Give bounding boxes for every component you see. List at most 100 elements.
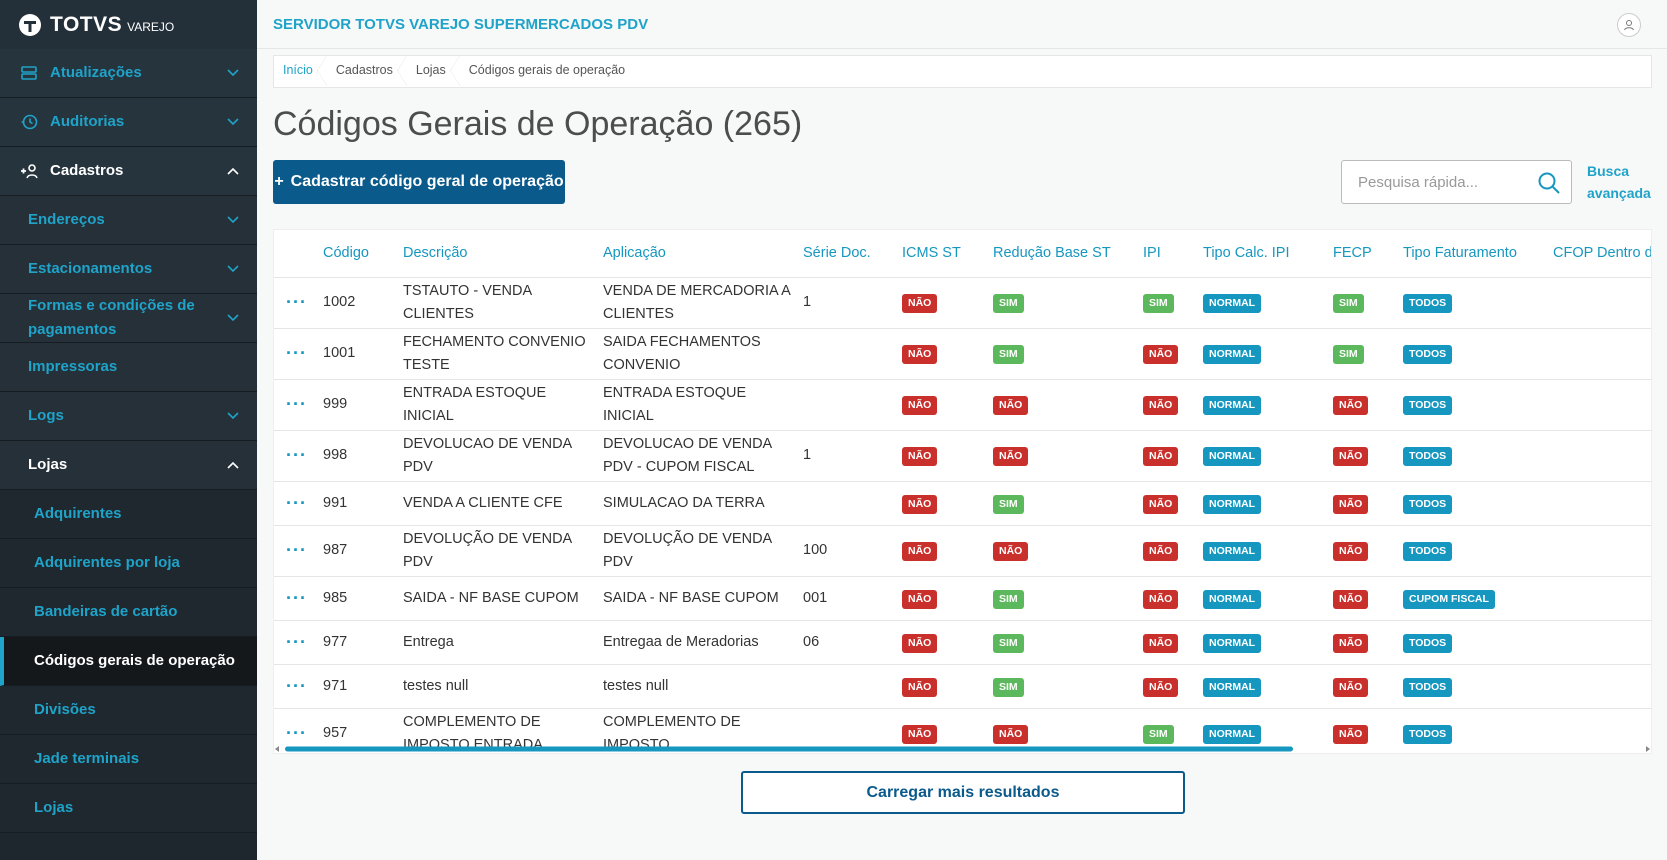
breadcrumb-item[interactable]: Cadastros xyxy=(327,55,407,88)
menu-item[interactable]: Endereços xyxy=(0,196,257,245)
table-cell xyxy=(1553,664,1651,709)
badge: NÃO xyxy=(902,589,938,609)
row-actions[interactable]: ··· xyxy=(274,379,323,431)
badge: NORMAL xyxy=(1203,494,1262,514)
menu-item[interactable]: Divisões xyxy=(0,686,257,735)
table-cell: 1001 xyxy=(323,328,403,380)
table-cell: NÃO xyxy=(902,525,993,577)
table-row: ··· 1002 TSTAUTO - VENDA CLIENTES VENDA DE … xyxy=(274,277,1651,329)
brand-name: TOTVS xyxy=(50,12,123,36)
menu-label: Lojas xyxy=(34,799,74,816)
table-cell: NÃO xyxy=(1333,525,1403,577)
table-cell: TODOS xyxy=(1403,481,1553,526)
table-cell: 991 xyxy=(323,481,403,526)
breadcrumb: Início Cadastros Lojas Códigos gerais de op… xyxy=(273,55,1652,88)
column-header[interactable]: ICMS ST xyxy=(902,230,993,278)
badge: NORMAL xyxy=(1203,725,1262,744)
menu-item[interactable]: Atualizações xyxy=(0,49,257,98)
column-header[interactable]: IPI xyxy=(1143,230,1203,278)
menu-item[interactable]: Lojas xyxy=(0,784,257,833)
column-header[interactable]: Código xyxy=(323,230,403,278)
create-button[interactable]: + Cadastrar código geral de operação xyxy=(273,160,565,204)
column-header[interactable]: Tipo Calc. IPI xyxy=(1203,230,1333,278)
load-more-button[interactable]: Carregar mais resultados xyxy=(741,771,1185,814)
badge: NÃO xyxy=(1143,447,1179,466)
table-row: ··· 985 SAIDA - NF BASE CUPOM SAIDA - NF BA… xyxy=(274,576,1651,621)
table-cell: SAIDA - NF BASE CUPOM xyxy=(403,576,603,621)
column-header[interactable]: Tipo Faturamento xyxy=(1403,230,1553,278)
table-cell: VENDA DE MERCADORIA A CLIENTES xyxy=(603,277,803,329)
table-cell: 1 xyxy=(803,277,902,329)
row-actions[interactable]: ··· xyxy=(274,620,323,665)
table-row: ··· 1001 FECHAMENTO CONVENIO TESTE SAIDA FE… xyxy=(274,328,1651,380)
column-header[interactable]: CFOP Dentro de xyxy=(1553,230,1651,278)
table-cell: FECHAMENTO CONVENIO TESTE xyxy=(403,328,603,380)
menu-item[interactable]: Formas e condições de pagamentos xyxy=(0,294,257,343)
table-cell: 998 xyxy=(323,430,403,482)
row-actions[interactable]: ··· xyxy=(274,277,323,329)
advanced-search[interactable]: Busca avançada xyxy=(1587,163,1651,201)
menu-item[interactable]: Cadastros xyxy=(0,147,257,196)
column-header[interactable]: Série Doc. xyxy=(803,230,902,278)
menu-label: Lojas xyxy=(28,456,68,473)
table-cell xyxy=(803,379,902,431)
badge: NÃO xyxy=(902,294,938,313)
breadcrumb-item[interactable]: Início xyxy=(274,55,327,88)
row-actions[interactable]: ··· xyxy=(274,525,323,577)
table-cell: NORMAL xyxy=(1203,379,1333,431)
user-button[interactable] xyxy=(1617,13,1641,37)
logo-icon xyxy=(19,13,41,36)
menu-item[interactable]: Logs xyxy=(0,392,257,441)
row-actions[interactable]: ··· xyxy=(274,328,323,380)
badge: NÃO xyxy=(902,345,938,364)
badge: NORMAL xyxy=(1203,396,1262,415)
menu-item[interactable]: Bandeiras de cartão xyxy=(0,588,257,637)
table-cell: NÃO xyxy=(902,664,993,709)
main: SERVIDOR TOTVS VAREJO SUPERMERCADOS PDV … xyxy=(257,0,1667,860)
table-cell: 1 xyxy=(803,430,902,482)
table-cell: NÃO xyxy=(902,430,993,482)
badge: NÃO xyxy=(902,633,938,653)
table-cell: VENDA A CLIENTE CFE xyxy=(403,481,603,526)
row-actions[interactable]: ··· xyxy=(274,481,323,526)
menu-item[interactable]: Adquirentes por loja xyxy=(0,539,257,588)
badge: TODOS xyxy=(1403,494,1453,514)
table-cell: 1002 xyxy=(323,277,403,329)
table-cell: CUPOM FISCAL xyxy=(1403,576,1553,621)
table-cell: 971 xyxy=(323,664,403,709)
table-cell xyxy=(803,664,902,709)
menu-item[interactable]: Códigos gerais de operação xyxy=(0,637,257,686)
table-cell: SIM xyxy=(993,664,1143,709)
breadcrumb-item[interactable]: Códigos gerais de operação xyxy=(468,63,626,77)
table-cell: testes null xyxy=(603,664,803,709)
column-header[interactable]: FECP xyxy=(1333,230,1403,278)
row-actions[interactable]: ··· xyxy=(274,576,323,621)
table-cell: TODOS xyxy=(1403,525,1553,577)
table-cell: TODOS xyxy=(1403,328,1553,380)
column-header[interactable]: Aplicação xyxy=(603,230,803,278)
menu-item[interactable]: Jade terminais xyxy=(0,735,257,784)
row-actions[interactable]: ··· xyxy=(274,664,323,709)
table-cell: 100 xyxy=(803,525,902,577)
search-input[interactable]: Pesquisa rápida... xyxy=(1341,160,1572,204)
badge: TODOS xyxy=(1403,294,1453,313)
row-actions[interactable]: ··· xyxy=(274,708,323,753)
search-icon[interactable] xyxy=(1537,171,1561,195)
badge: NÃO xyxy=(902,677,938,697)
breadcrumb-item[interactable]: Lojas xyxy=(407,55,460,88)
table-cell: NÃO xyxy=(1333,430,1403,482)
menu-item[interactable]: Lojas xyxy=(0,441,257,490)
row-actions[interactable]: ··· xyxy=(274,430,323,482)
menu-item[interactable]: Impressoras xyxy=(0,343,257,392)
badge: NÃO xyxy=(902,542,938,561)
menu-item[interactable]: Estacionamentos xyxy=(0,245,257,294)
menu-item[interactable]: Adquirentes xyxy=(0,490,257,539)
column-header[interactable]: Descrição xyxy=(403,230,603,278)
badge: SIM xyxy=(993,494,1024,514)
scrollbar[interactable] xyxy=(273,743,1652,755)
logo[interactable]: TOTVS VAREJO xyxy=(0,0,257,49)
table-cell: NÃO xyxy=(902,277,993,329)
menu-label: Divisões xyxy=(34,701,96,718)
column-header[interactable]: Redução Base ST xyxy=(993,230,1143,278)
menu-item[interactable]: Auditorias xyxy=(0,98,257,147)
